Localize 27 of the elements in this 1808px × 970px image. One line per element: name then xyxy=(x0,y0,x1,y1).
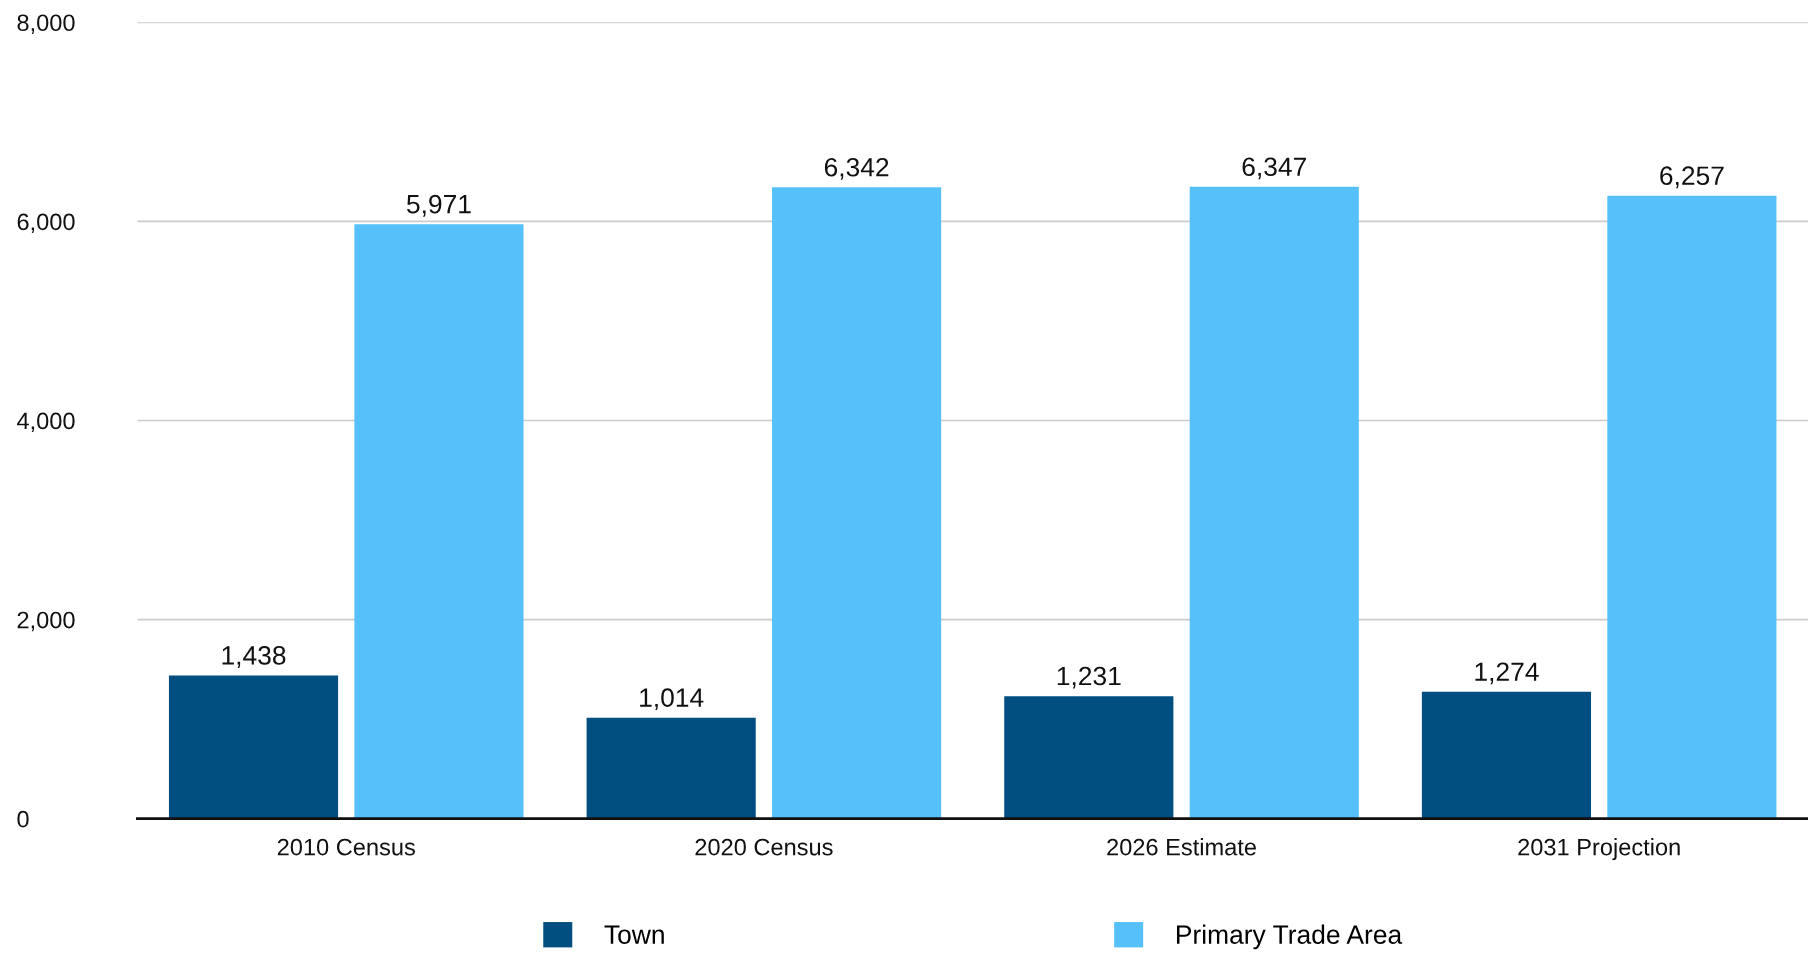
x-tick-label: 2020 Census xyxy=(695,838,833,856)
y-tick-label: 2,000 xyxy=(17,611,75,632)
data-label: 5,971 xyxy=(406,194,471,217)
data-label: 1,231 xyxy=(1057,666,1121,689)
x-tick-label: 2010 Census xyxy=(277,838,415,856)
data-label: 6,347 xyxy=(1242,157,1306,180)
y-tick-label: 6,000 xyxy=(17,213,75,233)
bar xyxy=(586,717,756,819)
y-tick-label: 0 xyxy=(17,810,29,828)
legend-label: Primary Trade Area xyxy=(1177,924,1403,950)
data-label: 6,342 xyxy=(824,157,889,180)
bar xyxy=(1607,195,1777,819)
data-label: 1,014 xyxy=(640,688,704,711)
bar xyxy=(168,675,339,819)
data-label: 1,274 xyxy=(1475,662,1539,685)
bar xyxy=(354,224,524,819)
bar xyxy=(772,187,942,819)
legend-label: Town xyxy=(604,925,664,944)
bar xyxy=(1004,696,1174,819)
bar xyxy=(1421,691,1592,819)
x-tick-label: 2026 Estimate xyxy=(1107,838,1256,856)
data-label: 6,257 xyxy=(1660,166,1724,189)
bar xyxy=(1189,186,1359,819)
x-tick-label: 2031 Projection xyxy=(1518,838,1680,861)
data-label: 1,438 xyxy=(222,646,286,668)
y-tick-label: 8,000 xyxy=(17,14,75,34)
y-tick-label: 4,000 xyxy=(17,412,75,433)
